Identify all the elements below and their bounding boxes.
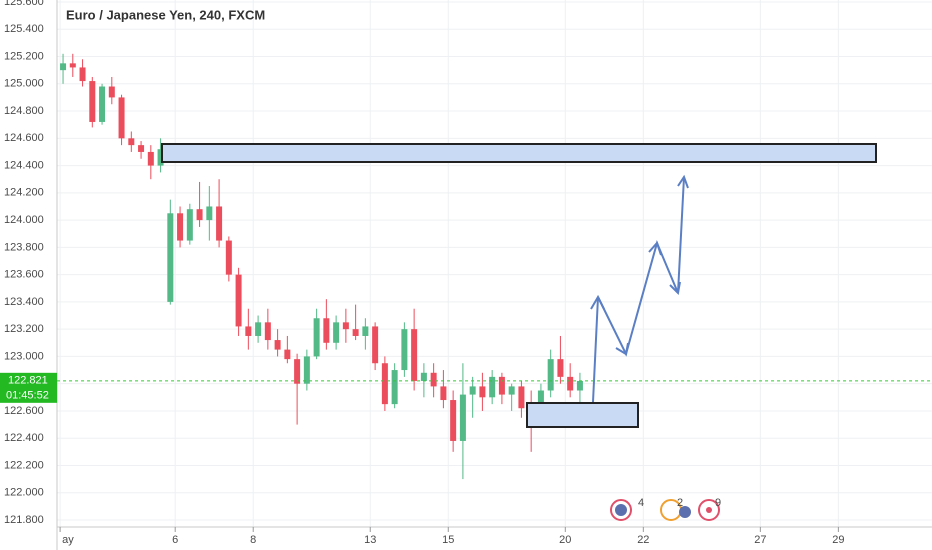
candle-body bbox=[450, 400, 457, 441]
candle-body bbox=[264, 322, 271, 341]
candle-body bbox=[372, 326, 379, 364]
candle-body bbox=[352, 329, 359, 336]
candle-body bbox=[333, 322, 340, 343]
event-count: 4 bbox=[638, 497, 644, 509]
resistance-zone bbox=[161, 143, 877, 163]
candle-body bbox=[342, 322, 349, 330]
candle-body bbox=[177, 213, 184, 241]
y-tick-label: 123.600 bbox=[4, 269, 44, 281]
candle-body bbox=[60, 63, 67, 71]
candle-body bbox=[557, 359, 564, 377]
event-icons: 4 2 9 bbox=[610, 497, 721, 521]
y-tick-label: 123.200 bbox=[4, 323, 44, 335]
y-tick-label: 125.400 bbox=[4, 23, 44, 35]
candle-body bbox=[89, 81, 96, 122]
support-zone bbox=[526, 402, 639, 428]
candle-body bbox=[303, 356, 310, 384]
x-tick-label: 22 bbox=[637, 534, 649, 546]
y-tick-label: 124.800 bbox=[4, 105, 44, 117]
candle-body bbox=[235, 274, 242, 327]
candle-body bbox=[167, 213, 174, 302]
last-price-box bbox=[0, 372, 57, 403]
candle-body bbox=[498, 376, 505, 395]
candle-body bbox=[216, 206, 223, 241]
y-tick-label: 125.200 bbox=[4, 50, 44, 62]
candle-body bbox=[99, 86, 106, 122]
y-tick-label: 123.400 bbox=[4, 296, 44, 308]
y-tick-label: 124.000 bbox=[4, 214, 44, 226]
candle-body bbox=[479, 386, 486, 398]
x-tick-label: 6 bbox=[172, 534, 178, 546]
candle-body bbox=[69, 63, 76, 68]
candle-body bbox=[391, 370, 398, 405]
candle-body bbox=[489, 376, 496, 398]
candle-body bbox=[411, 329, 418, 381]
candle-body bbox=[138, 145, 145, 152]
y-tick-label: 125.600 bbox=[4, 0, 44, 8]
candle-body bbox=[196, 209, 203, 221]
candle-body bbox=[547, 359, 554, 391]
projection-arrows bbox=[590, 174, 689, 403]
x-tick-label: 20 bbox=[559, 534, 571, 546]
candle-body bbox=[274, 340, 281, 350]
y-tick-label: 123.000 bbox=[4, 350, 44, 362]
x-tick-label: 15 bbox=[442, 534, 454, 546]
y-tick-label: 122.000 bbox=[4, 487, 44, 499]
y-tick-label: 122.600 bbox=[4, 405, 44, 417]
y-tick-label: 122.200 bbox=[4, 459, 44, 471]
candle-body bbox=[430, 372, 437, 387]
last-price-label: 122.821 bbox=[8, 375, 48, 387]
y-tick-label: 123.800 bbox=[4, 241, 44, 253]
candle-body bbox=[255, 322, 262, 336]
candle-body bbox=[206, 206, 213, 221]
y-tick-label: 124.200 bbox=[4, 187, 44, 199]
candle-body bbox=[157, 149, 164, 166]
y-tick-label: 124.600 bbox=[4, 132, 44, 144]
y-tick-label: 125.000 bbox=[4, 78, 44, 90]
candle-body bbox=[362, 326, 369, 336]
plot-area bbox=[57, 0, 932, 527]
candle-body bbox=[284, 349, 291, 360]
y-tick-label: 124.400 bbox=[4, 159, 44, 171]
candle-body bbox=[401, 329, 408, 371]
x-tick-label: 27 bbox=[754, 534, 766, 546]
y-tick-label: 121.800 bbox=[4, 514, 44, 526]
candle-body bbox=[313, 318, 320, 357]
candle-body bbox=[518, 386, 525, 409]
x-tick-label: ay bbox=[62, 534, 74, 546]
countdown-label: 01:45:52 bbox=[6, 390, 49, 402]
x-tick-label: 29 bbox=[832, 534, 844, 546]
candle-body bbox=[576, 380, 583, 391]
candle-body bbox=[459, 394, 466, 441]
candle-body bbox=[128, 138, 135, 146]
candle-body bbox=[108, 86, 115, 98]
x-tick-label: 8 bbox=[250, 534, 256, 546]
candle-body bbox=[381, 363, 388, 405]
candle-body bbox=[294, 359, 301, 384]
candle-body bbox=[79, 67, 86, 82]
candle-body bbox=[469, 386, 476, 395]
y-tick-label: 122.400 bbox=[4, 432, 44, 444]
candle-body bbox=[420, 372, 427, 381]
candle-body bbox=[508, 386, 515, 395]
candle-body bbox=[440, 386, 447, 401]
candle-body bbox=[118, 97, 125, 139]
x-tick-label: 13 bbox=[364, 534, 376, 546]
candle-body bbox=[567, 376, 574, 391]
candle-body bbox=[225, 240, 232, 275]
event-count: 2 bbox=[677, 497, 683, 509]
chart-title: Euro / Japanese Yen, 240, FXCM bbox=[66, 7, 265, 22]
candle-body bbox=[323, 318, 330, 343]
candle-body bbox=[186, 209, 193, 241]
event-count: 9 bbox=[715, 497, 721, 509]
candle-body bbox=[147, 151, 154, 166]
candle-body bbox=[245, 326, 252, 336]
